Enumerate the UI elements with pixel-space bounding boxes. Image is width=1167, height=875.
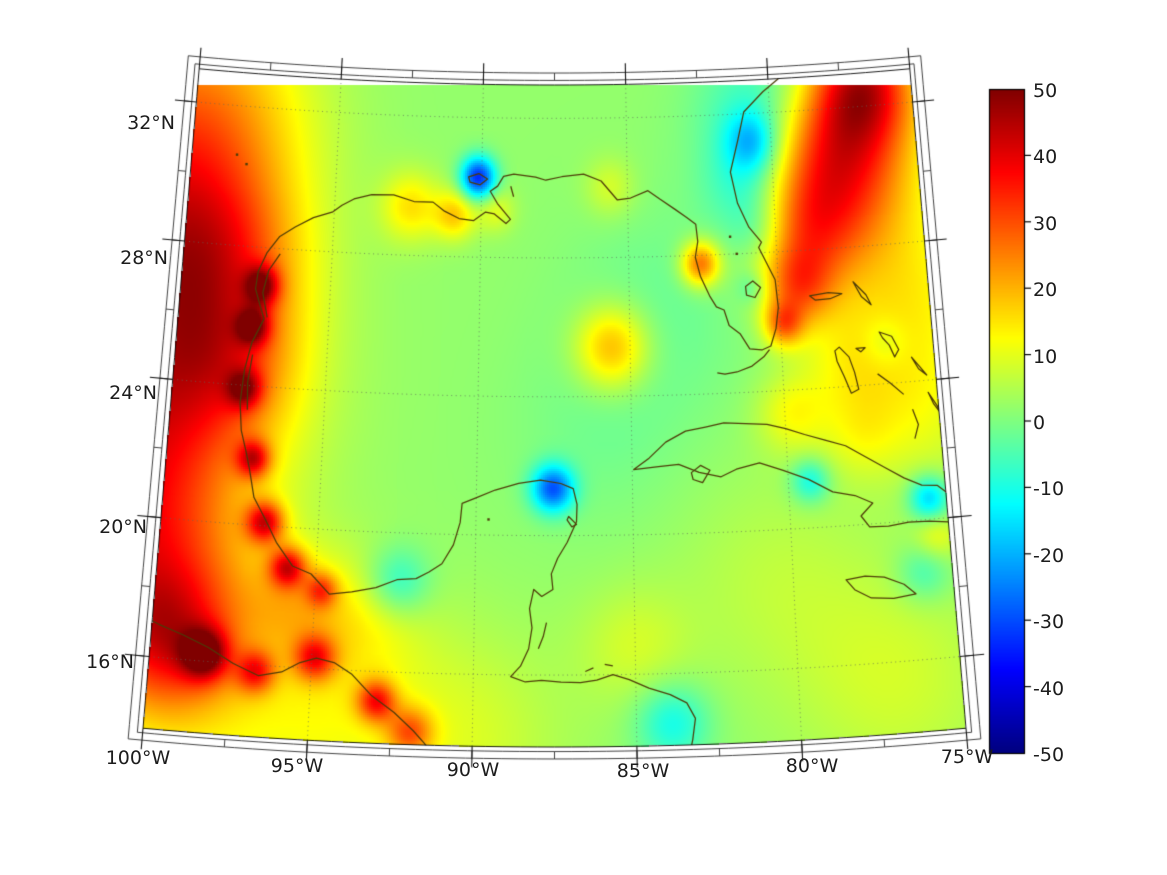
colorbar-tick-label: -30 [1033,611,1065,633]
colorbar-tick-label: -20 [1033,545,1065,567]
lat-tick-label: 24°N [109,382,157,404]
lat-tick-label: 32°N [127,112,175,134]
lat-tick-label: 16°N [86,651,134,673]
lat-tick-label: 20°N [99,516,147,538]
colorbar-tick-label: 20 [1033,279,1058,301]
lon-tick-label: 90°W [446,759,500,781]
lon-tick-label: 95°W [270,755,324,777]
colorbar-tick-label: 30 [1033,213,1058,235]
lon-tick-label: 85°W [616,760,670,782]
colorbar-tick-label: -10 [1033,478,1065,500]
colorbar-tick-label: -50 [1033,744,1065,766]
colorbar-tick-label: 0 [1033,412,1046,434]
colorbar-tick-label: 50 [1033,80,1058,102]
lon-tick-label: 100°W [105,747,171,769]
lon-tick-label: 75°W [940,746,994,768]
colorbar-tick-label: 10 [1033,346,1058,368]
colorbar-tick-label: 40 [1033,146,1058,168]
colorbar-tick-label: -40 [1033,678,1065,700]
lon-tick-label: 80°W [785,755,839,777]
lat-tick-label: 28°N [120,247,168,269]
